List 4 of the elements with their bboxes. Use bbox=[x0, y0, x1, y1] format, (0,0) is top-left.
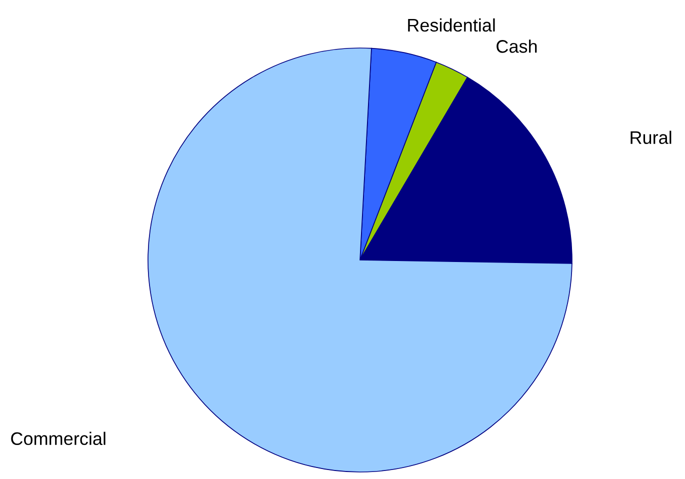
slice-label: Cash bbox=[496, 40, 537, 53]
slice-label: Residential bbox=[408, 18, 495, 32]
slice-label: Commercial bbox=[11, 432, 106, 446]
slice-label: Rural bbox=[630, 130, 672, 144]
